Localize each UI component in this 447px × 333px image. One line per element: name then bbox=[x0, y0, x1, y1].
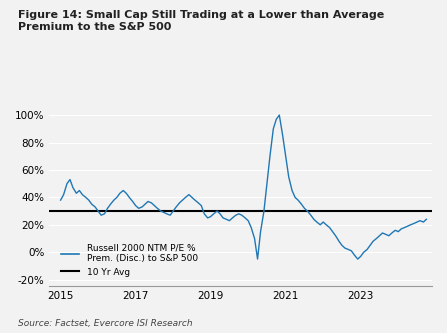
Legend: Russell 2000 NTM P/E %
Prem. (Disc.) to S&P 500, 10 Yr Avg: Russell 2000 NTM P/E % Prem. (Disc.) to … bbox=[58, 240, 201, 280]
Text: Figure 14: Small Cap Still Trading at a Lower than Average
Premium to the S&P 50: Figure 14: Small Cap Still Trading at a … bbox=[18, 10, 384, 32]
Text: Source: Factset, Evercore ISI Research: Source: Factset, Evercore ISI Research bbox=[18, 319, 193, 328]
